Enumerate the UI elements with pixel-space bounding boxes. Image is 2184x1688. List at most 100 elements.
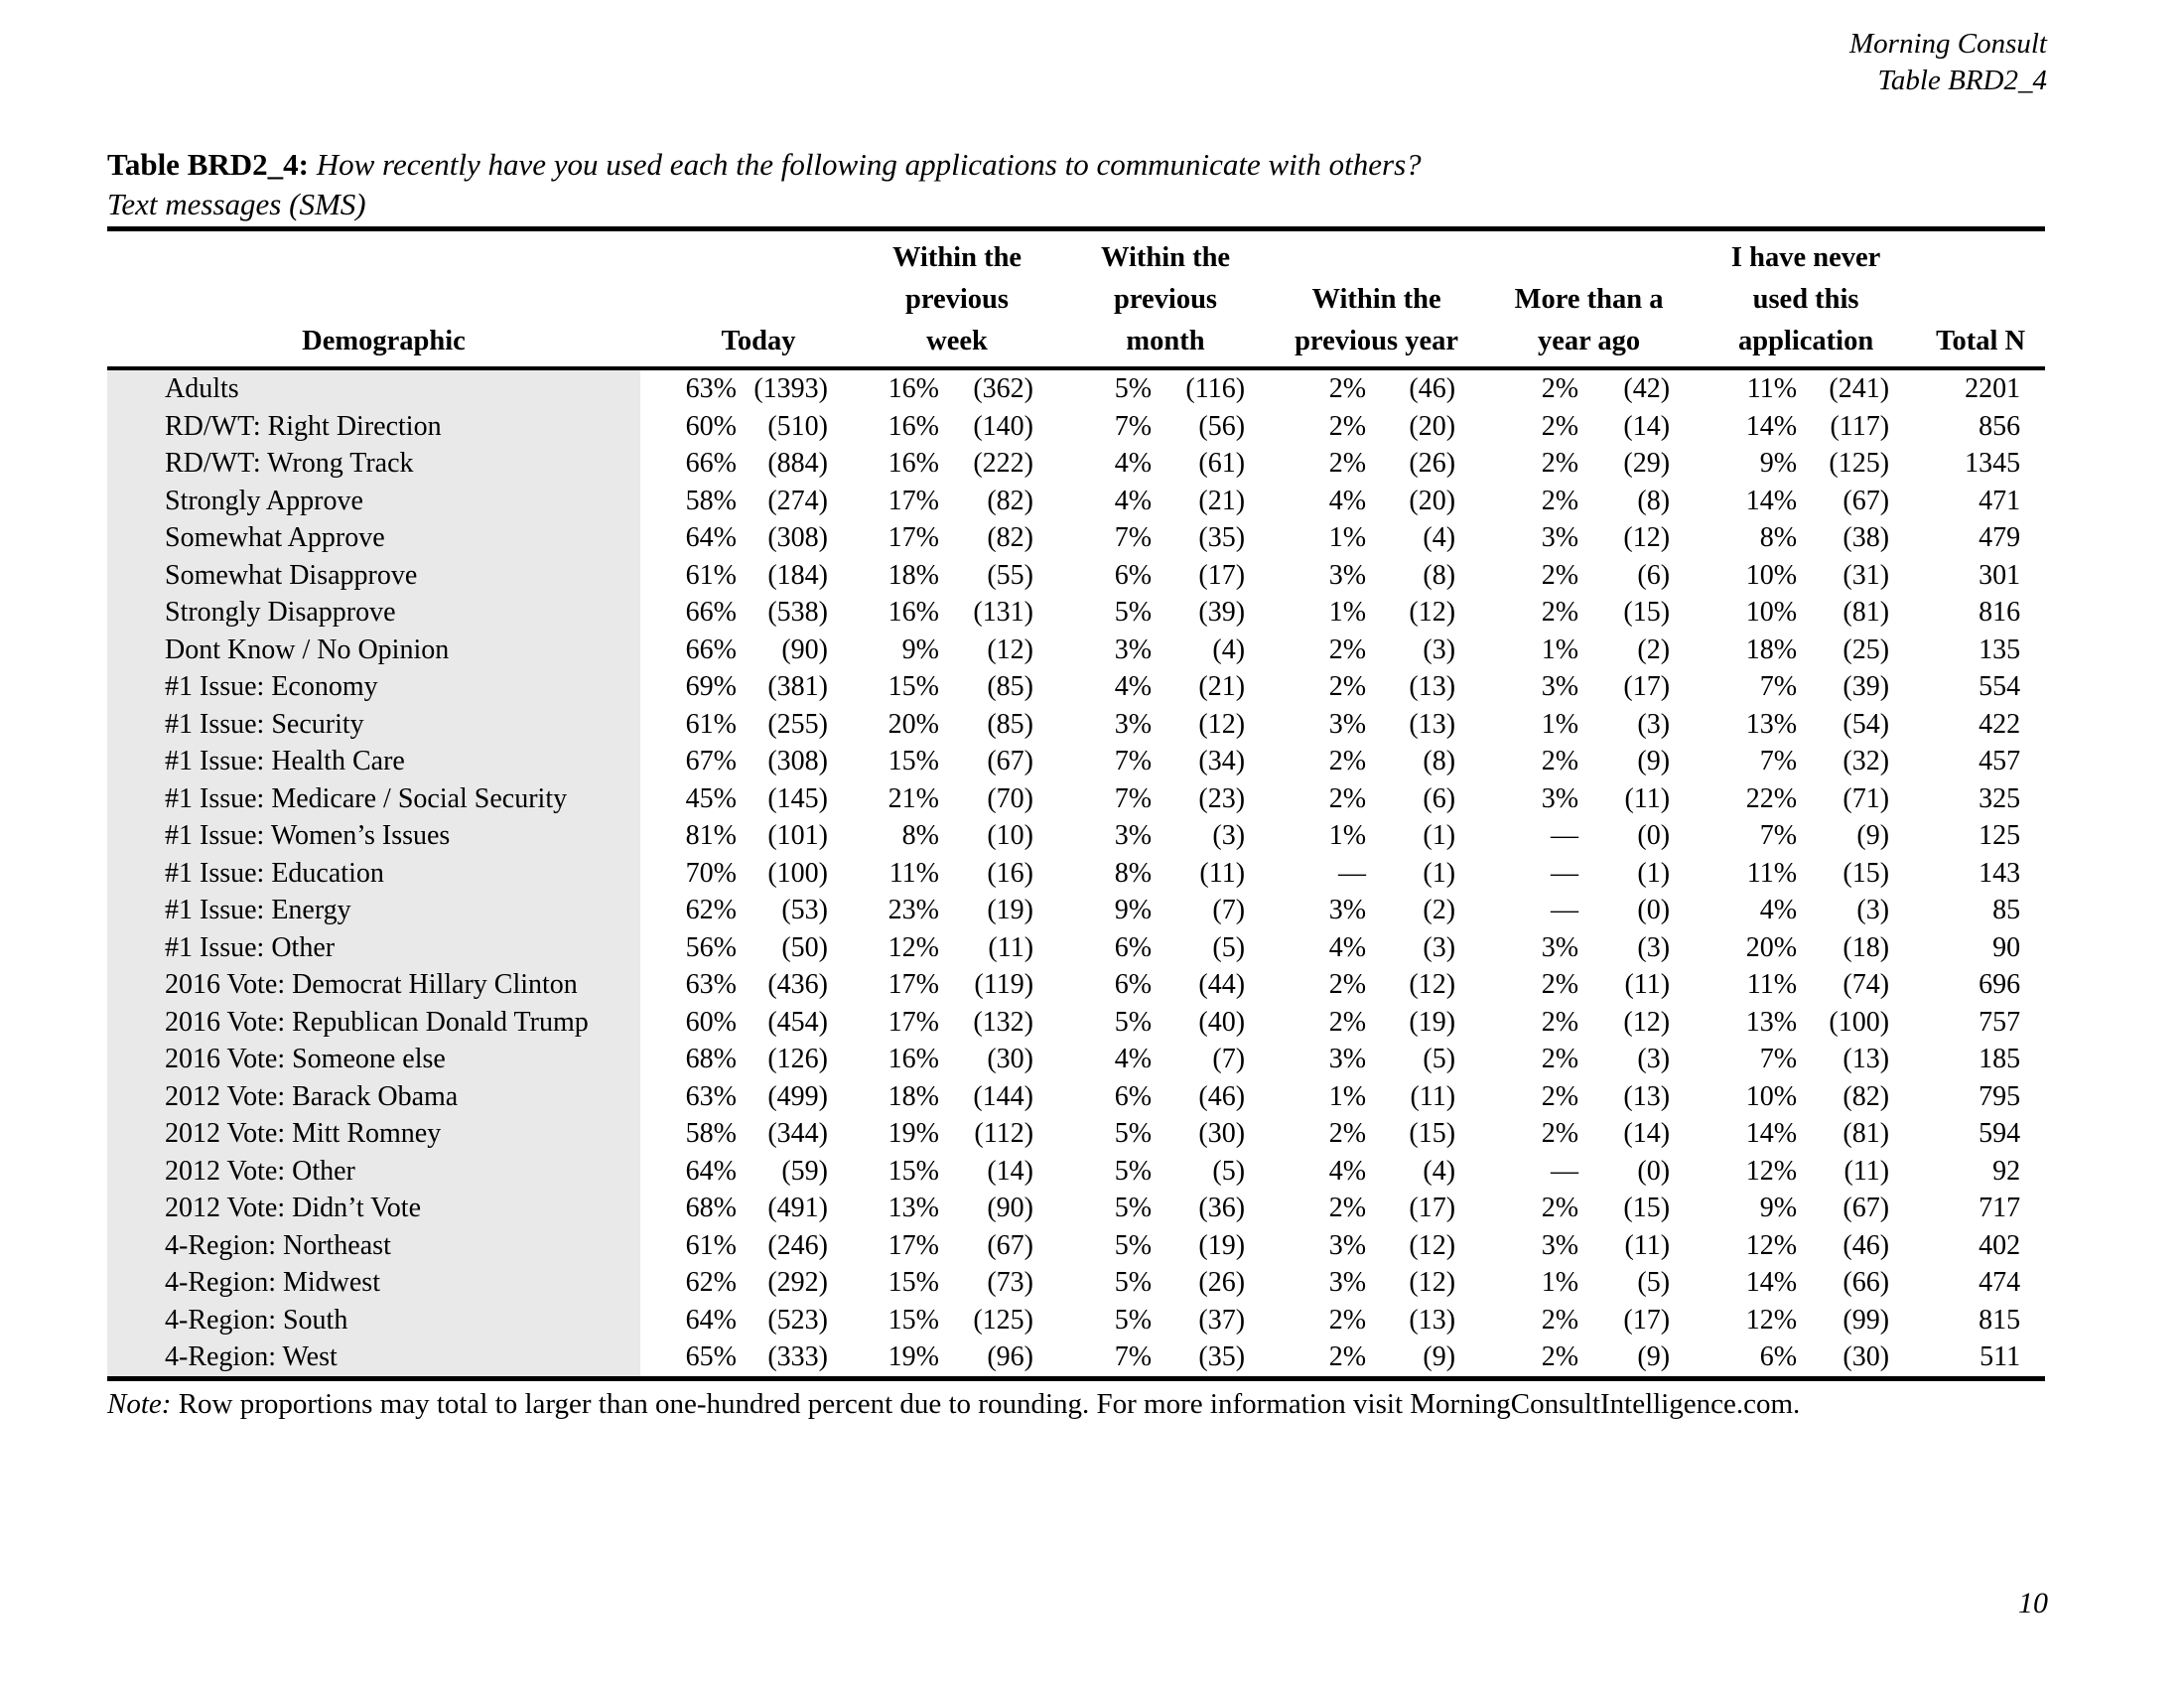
cell-week-pct: 15% [887,1155,939,1187]
cell-more-n: (11) [1624,1229,1671,1261]
cell-year-n: (12) [1409,969,1456,1000]
cell-more-n: (3) [1637,708,1671,740]
cell-total-n: 125 [1979,820,2021,851]
cell-more-pct: 2% [1541,746,1579,776]
cell-month-n: (46) [1198,1080,1246,1112]
cell-today-n: (292) [767,1267,828,1298]
cell-week-pct: 12% [887,931,939,963]
cell-never-n: (67) [1843,1193,1890,1223]
cell-today-n: (523) [767,1304,828,1336]
cell-week-n: (132) [973,1006,1034,1038]
cell-week-pct: 17% [887,969,939,1000]
cell-month-pct: 4% [1114,671,1153,702]
table-row: Somewhat Approve 64% (308) 17% (82) 7% (35) 1% (… [107,519,2045,557]
row-label: 4-Region: Midwest [107,1264,640,1302]
cell-never-n: (241) [1829,373,1890,404]
cell-never-n: (117) [1830,410,1890,442]
row-label: 4-Region: West [107,1338,640,1378]
cell-year-pct: 2% [1328,969,1367,1000]
cell-year-pct: 3% [1328,1267,1367,1298]
cell-more-pct: 2% [1541,410,1579,442]
cell-month-n: (26) [1198,1267,1246,1298]
cell-never-pct: 20% [1745,931,1798,963]
cell-year-n: (12) [1409,1229,1456,1261]
cell-never-n: (81) [1843,597,1890,628]
cell-today-pct: 56% [685,931,737,963]
cell-total-n: 185 [1979,1044,2021,1074]
cell-more-pct: 3% [1541,931,1579,963]
cell-more-n: (13) [1623,1080,1671,1112]
cell-total-n: 554 [1979,671,2021,702]
table-row: Strongly Disapprove 66% (538) 16% (131) 5% (39… [107,594,2045,632]
cell-never-n: (25) [1843,633,1890,665]
cell-never-n: (100) [1829,1006,1890,1038]
cell-total-n: 479 [1979,522,2021,553]
cell-never-pct: 11% [1746,857,1798,889]
cell-month-pct: 7% [1114,410,1153,442]
cell-today-n: (884) [767,448,828,479]
col-header-total-n: Total N [1893,228,2046,370]
table-row: #1 Issue: Economy 69% (381) 15% (85) 4% (21) 2%… [107,668,2045,706]
table-row: 2016 Vote: Someone else 68% (126) 16% (30) 4%… [107,1041,2045,1078]
cell-total-n: 757 [1979,1006,2021,1038]
table-row: RD/WT: Wrong Track 66% (884) 16% (222) 4% (61)… [107,445,2045,483]
cell-total-n: 422 [1979,708,2021,740]
cell-never-pct: 7% [1759,671,1798,702]
cell-week-pct: 13% [887,1193,939,1223]
cell-month-pct: 5% [1114,1193,1153,1223]
cell-week-pct: 15% [887,1267,939,1298]
cell-today-pct: 62% [685,1267,737,1298]
cell-year-pct: 3% [1328,895,1367,925]
cell-total-n: 143 [1979,857,2021,889]
cell-never-pct: 11% [1746,969,1798,1000]
cell-year-pct: 2% [1328,373,1367,404]
cell-month-n: (61) [1198,448,1246,479]
cell-never-n: (74) [1843,969,1890,1000]
cell-week-pct: 20% [887,708,939,740]
cell-more-pct: 2% [1541,1080,1579,1112]
cell-month-pct: 5% [1114,1304,1153,1336]
cell-month-n: (44) [1198,969,1246,1000]
footnote: Note: Row proportions may total to large… [107,1388,2093,1421]
cell-week-pct: 9% [901,633,939,665]
document-corner: Morning Consult Table BRD2_4 [1849,26,2047,99]
cell-never-n: (18) [1843,931,1890,963]
cell-more-n: (14) [1623,1118,1671,1149]
cell-never-n: (81) [1843,1118,1890,1149]
cell-more-pct: 2% [1541,1341,1579,1372]
cell-year-n: (6) [1423,782,1456,814]
cell-more-n: (3) [1637,931,1671,963]
cell-more-n: (12) [1623,522,1671,553]
col-header-demographic: Demographic [107,228,640,370]
row-label: #1 Issue: Security [107,705,640,743]
cell-total-n: 471 [1979,485,2021,516]
cell-never-n: (31) [1843,559,1890,591]
cell-year-n: (11) [1410,1080,1456,1112]
cell-year-pct: 4% [1328,1155,1367,1187]
cell-never-n: (11) [1843,1155,1890,1187]
col-header-previous-month: Within the previous month [1037,228,1250,370]
cell-more-pct: 3% [1541,1229,1579,1261]
cell-year-n: (4) [1423,522,1456,553]
cell-year-n: (19) [1409,1006,1456,1038]
cell-today-n: (344) [767,1118,828,1149]
cell-today-pct: 60% [685,410,737,442]
cell-year-n: (12) [1409,1267,1456,1298]
cell-more-n: (11) [1624,969,1671,1000]
table-row: 4-Region: Northeast 61% (246) 17% (67) 5% (19)… [107,1226,2045,1264]
row-label: 4-Region: South [107,1301,640,1338]
cell-today-n: (50) [781,931,828,963]
footnote-label: Note: [107,1388,172,1420]
cell-more-pct: 2% [1541,597,1579,628]
cell-today-pct: 63% [685,373,737,404]
cell-year-pct: 3% [1328,708,1367,740]
cell-week-n: (112) [974,1118,1034,1149]
col-header-never-used: I have never used this application [1674,228,1894,370]
source-name: Morning Consult [1849,28,2047,60]
cell-never-n: (71) [1843,782,1890,814]
cell-year-pct: 1% [1328,820,1367,851]
row-label: Strongly Approve [107,482,640,519]
cell-total-n: 1345 [1965,448,2021,479]
cell-never-pct: 10% [1745,559,1798,591]
cell-today-n: (246) [767,1229,828,1261]
